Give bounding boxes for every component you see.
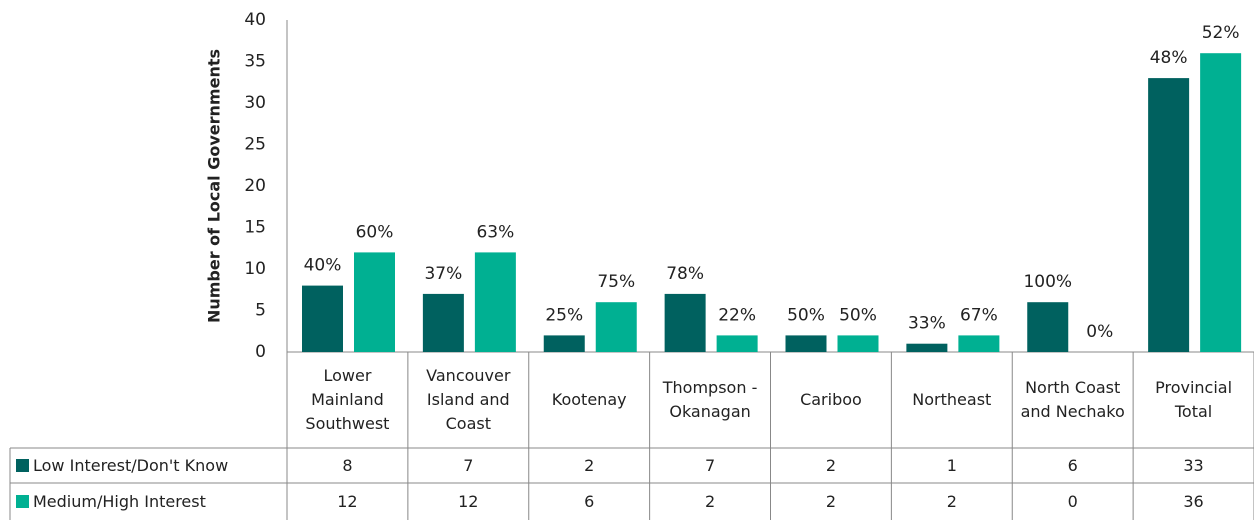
data-label: 100% — [1023, 272, 1072, 292]
bar — [354, 252, 395, 352]
bar — [785, 335, 827, 352]
data-label: 37% — [424, 264, 462, 284]
category-label: Provincial Total — [1155, 378, 1233, 421]
table-cell: 2 — [825, 455, 837, 475]
data-label: 0% — [1086, 322, 1113, 342]
category-label: Kootenay — [551, 390, 627, 409]
data-label: 60% — [356, 222, 394, 242]
y-tick-label: 5 — [255, 301, 266, 321]
category-label: Lower Mainland Southwest — [305, 366, 390, 433]
data-label: 48% — [1150, 48, 1188, 68]
data-label: 33% — [908, 314, 946, 334]
y-tick-label: 20 — [244, 176, 266, 196]
category-label: Vancouver Island and Coast — [426, 366, 511, 433]
data-label: 63% — [476, 222, 514, 242]
category-label: Northeast — [912, 390, 992, 409]
bar — [1027, 302, 1069, 352]
table-cell: 2 — [946, 491, 957, 511]
data-label: 40% — [304, 256, 342, 276]
table-cell: 7 — [704, 455, 716, 475]
table-cell: 33 — [1183, 455, 1204, 475]
bar — [1200, 53, 1242, 352]
table-cell: 12 — [337, 491, 358, 511]
table-cell: 12 — [458, 491, 479, 511]
bar — [543, 335, 585, 352]
data-label: 67% — [960, 305, 998, 325]
y-tick-label: 35 — [244, 52, 266, 72]
legend-key — [16, 459, 29, 472]
legend-item: Medium/High Interest — [10, 483, 287, 520]
table-cell: 2 — [584, 455, 595, 475]
y-tick-label: 25 — [244, 135, 266, 155]
data-label: 75% — [597, 272, 635, 292]
bar — [422, 293, 464, 352]
table-cell: 6 — [584, 491, 595, 511]
legend-label: Medium/High Interest — [33, 491, 206, 511]
legend-label: Low Interest/Don't Know — [33, 455, 229, 475]
bar — [664, 293, 706, 352]
table-cell: 1 — [946, 455, 957, 475]
data-label: 22% — [718, 305, 756, 325]
y-axis-title: Number of Local Governments — [205, 49, 224, 323]
table-cell: 2 — [825, 491, 837, 511]
table-cell: 8 — [342, 455, 353, 475]
bar — [716, 335, 758, 352]
legend-item: Low Interest/Don't Know — [10, 448, 287, 483]
bar — [302, 285, 343, 352]
table-cell: 2 — [704, 491, 716, 511]
table-cell: 0 — [1067, 491, 1078, 511]
y-tick-label: 40 — [244, 10, 266, 30]
table-cell: 36 — [1183, 491, 1204, 511]
data-label: 78% — [666, 264, 704, 284]
bar — [837, 335, 879, 352]
y-tick-label: 10 — [244, 259, 266, 279]
y-tick-label: 15 — [244, 218, 266, 238]
bar — [595, 302, 637, 352]
category-label: Cariboo — [800, 390, 862, 409]
y-tick-label: 30 — [244, 93, 266, 113]
bar — [474, 252, 516, 352]
bar — [906, 343, 948, 352]
table-cell: 6 — [1067, 455, 1078, 475]
data-label: 50% — [787, 305, 825, 325]
y-tick-label: 0 — [255, 342, 266, 362]
bar — [958, 335, 1000, 352]
data-label: 50% — [839, 305, 877, 325]
data-label: 52% — [1202, 23, 1240, 43]
category-label: North Coast and Nechako — [1020, 378, 1125, 421]
bar — [1148, 78, 1190, 352]
category-label: Thompson -Okanagan — [662, 378, 758, 421]
table-cell: 7 — [463, 455, 474, 475]
data-label: 25% — [545, 305, 583, 325]
legend-key — [16, 495, 29, 508]
